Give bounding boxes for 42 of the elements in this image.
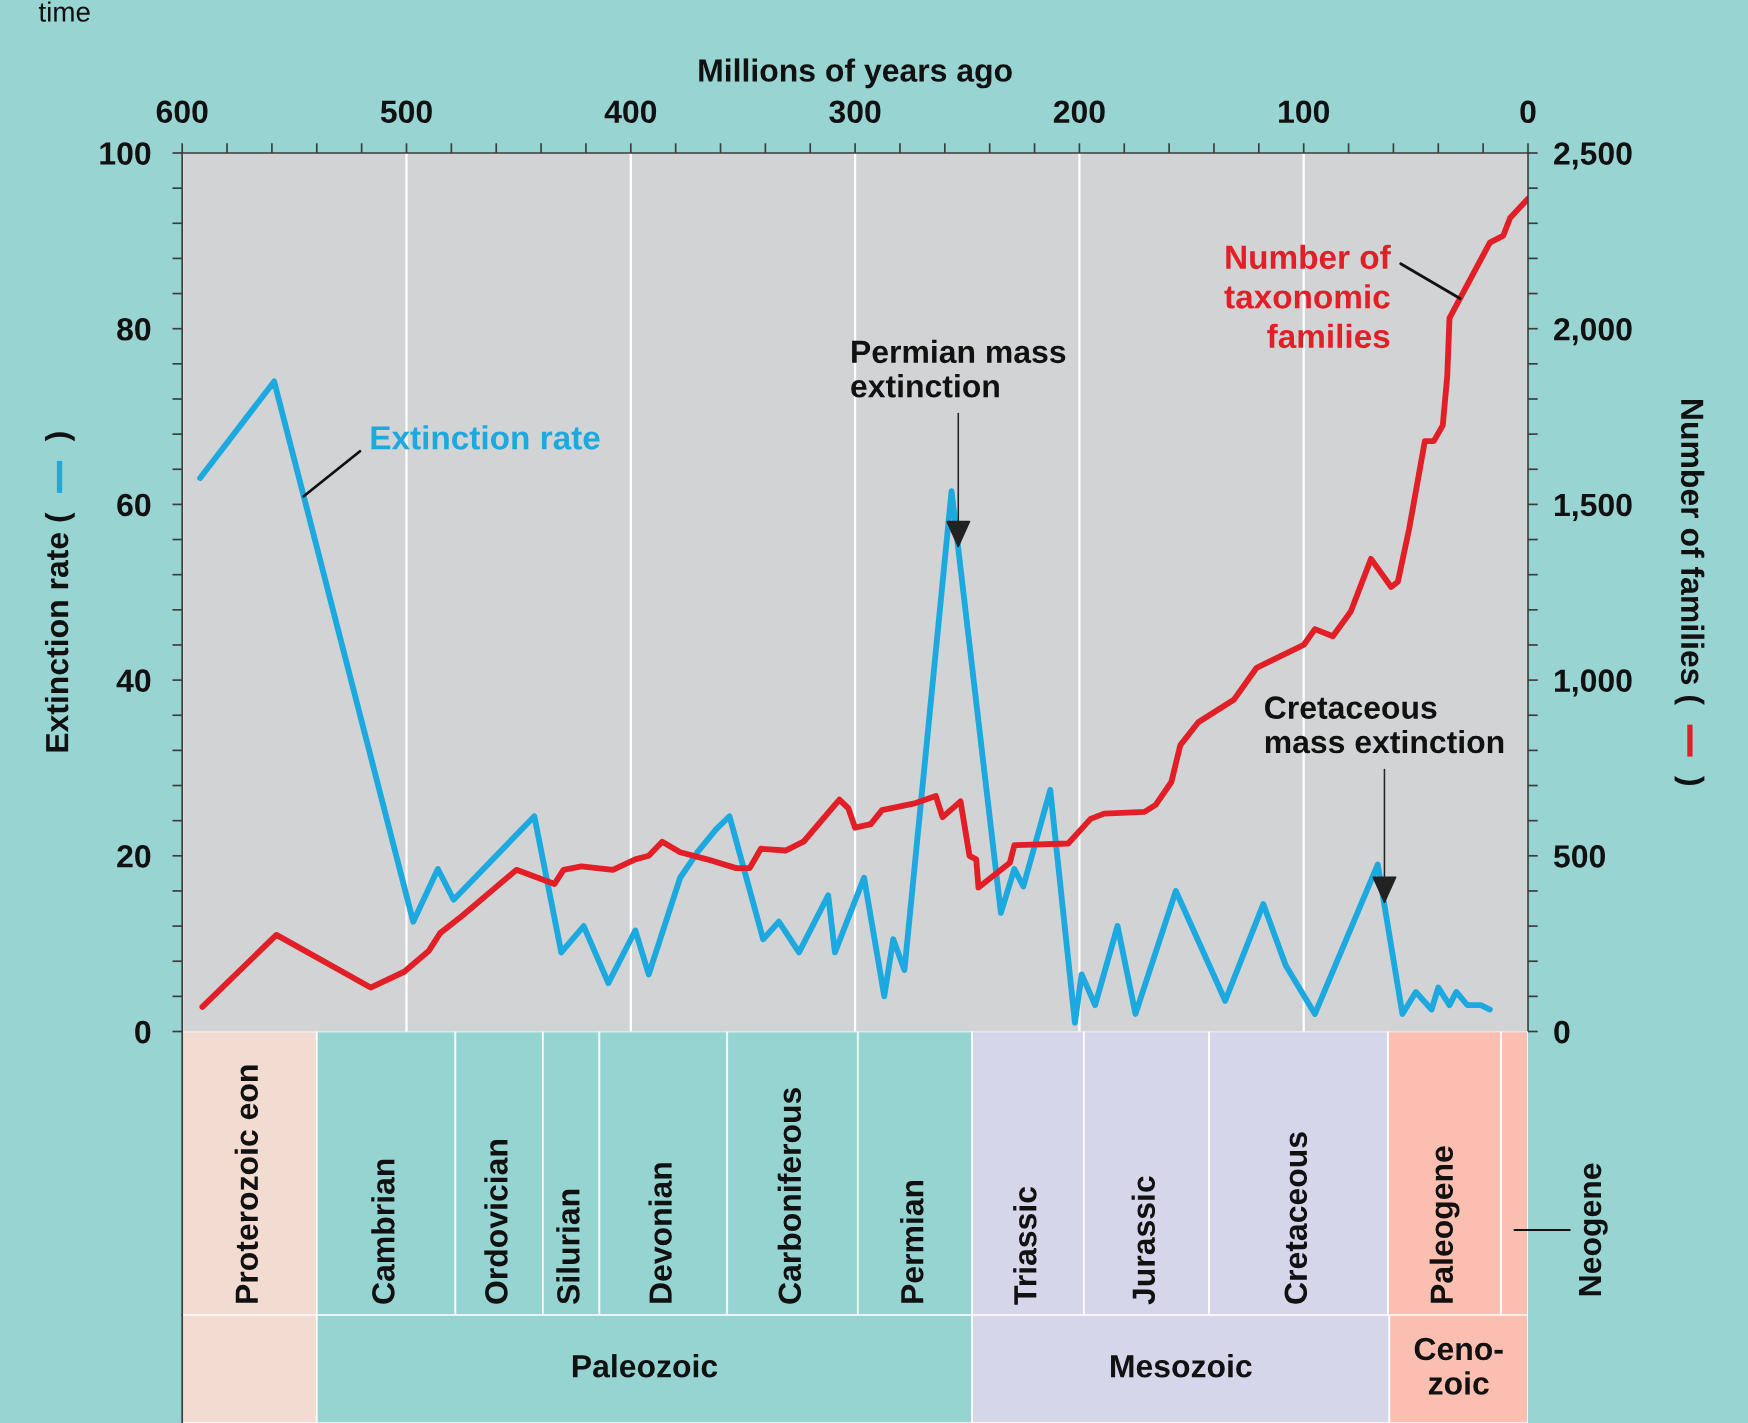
y2-tick-label: 2,000 bbox=[1554, 317, 1632, 346]
y-tick-label: 60 bbox=[117, 493, 151, 517]
y-tick-label: 0 bbox=[135, 1020, 151, 1044]
series-label: Paleogene bbox=[1429, 1146, 1460, 1303]
y2-tick-label: 500 bbox=[1553, 845, 1605, 868]
series-label: Triassic bbox=[1013, 1186, 1037, 1305]
y-tick-label: 100 bbox=[100, 142, 151, 165]
y-tick-label: 20 bbox=[117, 845, 151, 868]
series-label: Ceno- zoic bbox=[1414, 1337, 1503, 1395]
series-label: Mesozoic bbox=[1111, 1354, 1252, 1378]
y2-tick-label: 0 bbox=[1554, 1020, 1570, 1044]
text: Neogene bbox=[1579, 1163, 1608, 1296]
y-axis-title: Extinction rate ( ) bbox=[44, 432, 75, 752]
series-label: Devonian bbox=[648, 1163, 672, 1303]
x-tick-label: 100 bbox=[1279, 100, 1330, 124]
series-label: Number of taxonomic families bbox=[1224, 244, 1391, 349]
y2-axis-title: Number of families ( ) bbox=[1674, 400, 1705, 786]
y2-tick-label: 2,500 bbox=[1554, 142, 1632, 170]
series-label: Proterozoic eon bbox=[234, 1065, 259, 1303]
series-label: Cambrian bbox=[371, 1159, 395, 1304]
series-label: Silurian bbox=[556, 1189, 580, 1305]
x-tick-label: 300 bbox=[829, 100, 881, 124]
series-label: Cretaceous bbox=[1284, 1132, 1308, 1304]
y-tick-label: 40 bbox=[116, 669, 151, 692]
x-tick-label: 600 bbox=[156, 100, 208, 124]
x-axis-title: Millions of years ago bbox=[699, 58, 1012, 89]
x-tick-label: 500 bbox=[380, 100, 432, 124]
text: time bbox=[38, 1, 90, 22]
series-label: Ordovician bbox=[484, 1140, 508, 1304]
annotation: Permian mass extinction bbox=[851, 339, 1066, 398]
x-tick-label: 200 bbox=[1053, 100, 1105, 124]
y2-tick-label: 1,000 bbox=[1555, 669, 1632, 697]
y2-tick-label: 1,500 bbox=[1555, 493, 1632, 521]
series-label: Jurassic bbox=[1131, 1176, 1156, 1305]
x-tick-label: 0 bbox=[1520, 100, 1536, 124]
series-label: Permian bbox=[900, 1180, 924, 1303]
series-label: Carboniferous bbox=[777, 1088, 802, 1304]
text: Extinction rate bbox=[371, 425, 600, 450]
x-tick-label: 400 bbox=[604, 100, 657, 124]
y-tick-label: 80 bbox=[117, 317, 151, 341]
annotation: Cretaceous mass extinction bbox=[1265, 696, 1504, 754]
series-label: Paleozoic bbox=[572, 1354, 718, 1378]
